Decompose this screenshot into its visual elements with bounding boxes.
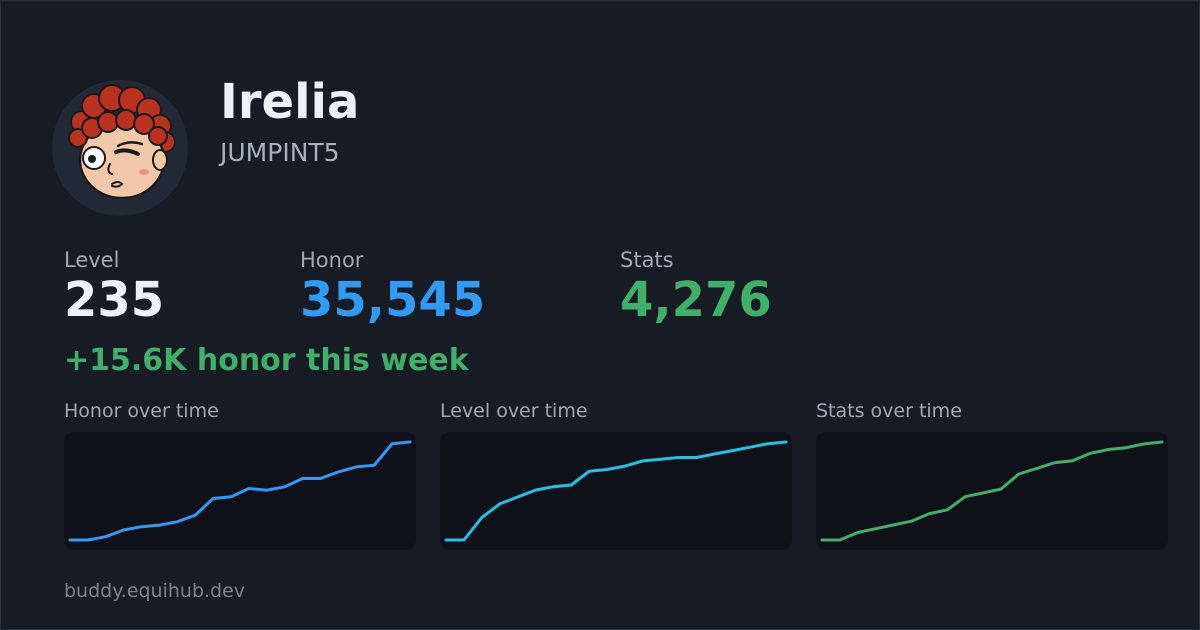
chart-title-honor: Honor over time [64,400,219,422]
stat-level-label: Level [64,248,120,272]
profile-handle: JUMPINT5 [220,138,340,167]
cartoon-face-avatar-icon [68,84,176,200]
chart-series-line [444,440,788,542]
stat-stats-label: Stats [620,248,674,272]
chart-honor [64,432,416,550]
stat-level-value: 235 [64,272,165,328]
profile-name: Irelia [220,74,360,130]
avatar [52,80,188,216]
stat-stats-value: 4,276 [620,272,772,328]
chart-series-line [820,440,1164,542]
stat-level: Level 235 [64,246,164,328]
chart-stats [816,432,1168,550]
chart-level [440,432,792,550]
weekly-gain: +15.6K honor this week [64,343,469,378]
chart-honor-svg [68,440,412,542]
chart-series-line [68,440,412,542]
stat-honor-label: Honor [300,248,364,272]
chart-title-stats: Stats over time [816,400,962,422]
stat-honor: Honor 35,545 [300,246,485,328]
footer-url: buddy.equihub.dev [64,580,246,602]
chart-title-level: Level over time [440,400,588,422]
chart-stats-svg [820,440,1164,542]
stat-honor-value: 35,545 [300,272,486,328]
chart-level-svg [444,440,788,542]
stat-stats: Stats 4,276 [620,246,772,328]
